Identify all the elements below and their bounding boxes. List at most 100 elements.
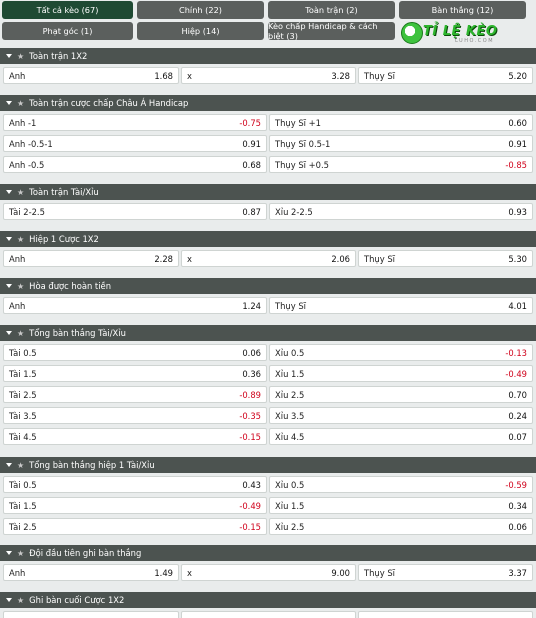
- odds-cell-home[interactable]: [3, 611, 179, 618]
- selection-label: Thụy Sĩ: [364, 253, 395, 264]
- odds-cell-draw[interactable]: x 2.06: [181, 250, 356, 267]
- odds-section: ★ Toàn trận cược chấp Châu Á Handicap Anh …: [0, 95, 536, 173]
- selection-label: Tài 2.5: [9, 389, 37, 400]
- odds-cell-away[interactable]: Xỉu 2.5 0.70: [269, 386, 533, 403]
- odds-section: ★ Tổng bàn thắng Tài/Xỉu Tài 0.5 0.06 Xỉu 0.…: [0, 325, 536, 445]
- tab-full-match[interactable]: Toàn trận (2): [268, 1, 395, 19]
- odds-value: -0.13: [505, 347, 527, 358]
- odds-cell-away[interactable]: Xỉu 4.5 0.07: [269, 428, 533, 445]
- odds-cell-draw[interactable]: [181, 611, 356, 618]
- star-icon[interactable]: ★: [17, 460, 25, 470]
- odds-cell-home[interactable]: Tài 4.5 -0.15: [3, 428, 267, 445]
- section-header[interactable]: ★ Ghi bàn cuối Cược 1X2: [0, 592, 536, 608]
- section-header[interactable]: ★ Hòa được hoàn tiền: [0, 278, 536, 294]
- caret-down-icon: [6, 101, 12, 105]
- star-icon[interactable]: ★: [17, 98, 25, 108]
- tab-handicap[interactable]: Kèo chấp Handicap & cách biệt (3): [268, 21, 395, 41]
- odds-cell-away[interactable]: Thụy Sĩ +1 0.60: [269, 114, 533, 131]
- odds-cell-away[interactable]: Thụy Sĩ +0.5 -0.85: [269, 156, 533, 173]
- selection-label: Tài 0.5: [9, 479, 37, 490]
- odds-value: 1.68: [154, 70, 173, 81]
- tab-main[interactable]: Chính (22): [137, 1, 264, 19]
- odds-section: ★ Hiệp 1 Cược 1X2 Anh 2.28 x 2.06 Thụy Sĩ 5.30: [0, 231, 536, 267]
- odds-value: -0.75: [239, 117, 261, 128]
- odds-cell-draw[interactable]: x 3.28: [181, 67, 356, 84]
- odds-cell-away[interactable]: Thụy Sĩ 0.5-1 0.91: [269, 135, 533, 152]
- tab-goals[interactable]: Bàn thắng (12): [399, 1, 526, 19]
- odds-cell-away[interactable]: Xỉu 2.5 0.06: [269, 518, 533, 535]
- odds-cell-home[interactable]: Anh 1.24: [3, 297, 267, 314]
- odds-cell-home[interactable]: Tài 0.5 0.43: [3, 476, 267, 493]
- odds-cell-home[interactable]: Tài 3.5 -0.35: [3, 407, 267, 424]
- selection-label: Xỉu 0.5: [275, 479, 305, 490]
- selection-label: Anh: [9, 253, 26, 264]
- selection-label: Thụy Sĩ +1: [275, 117, 322, 128]
- odds-cell-away[interactable]: Thụy Sĩ 5.30: [358, 250, 533, 267]
- odds-cell-away[interactable]: Xỉu 0.5 -0.59: [269, 476, 533, 493]
- odds-cell-away[interactable]: Xỉu 1.5 -0.49: [269, 365, 533, 382]
- odds-cell-home[interactable]: Tài 0.5 0.06: [3, 344, 267, 361]
- odds-cell-home[interactable]: Tài 2.5 -0.15: [3, 518, 267, 535]
- section-header[interactable]: ★ Toàn trận Tài/Xỉu: [0, 184, 536, 200]
- selection-label: Xỉu 1.5: [275, 500, 305, 511]
- odds-value: 5.30: [508, 253, 527, 264]
- odds-cell-away[interactable]: Thụy Sĩ 3.37: [358, 564, 533, 581]
- odds-cell-home[interactable]: Anh 2.28: [3, 250, 179, 267]
- selection-label: Tài 2.5: [9, 521, 37, 532]
- tab-corners[interactable]: Phạt góc (1): [2, 22, 133, 40]
- section-header[interactable]: ★ Đội đầu tiên ghi bàn thắng: [0, 545, 536, 561]
- star-icon[interactable]: ★: [17, 187, 25, 197]
- odds-cell-away[interactable]: Xỉu 0.5 -0.13: [269, 344, 533, 361]
- odds-value: 0.87: [242, 206, 261, 217]
- section-header[interactable]: ★ Toàn trận cược chấp Châu Á Handicap: [0, 95, 536, 111]
- odds-cell-home[interactable]: Anh 1.68: [3, 67, 179, 84]
- star-icon[interactable]: ★: [17, 595, 25, 605]
- odds-value: -0.15: [239, 431, 261, 442]
- odds-value: 5.20: [508, 70, 527, 81]
- odds-cell-away[interactable]: Xỉu 2-2.5 0.93: [269, 203, 533, 220]
- selection-label: Anh: [9, 300, 26, 311]
- selection-label: Xỉu 2-2.5: [275, 206, 313, 217]
- selection-label: Tài 2-2.5: [9, 206, 45, 217]
- odds-cell-away[interactable]: [358, 611, 533, 618]
- caret-down-icon: [6, 190, 12, 194]
- odds-cell-home[interactable]: Tài 1.5 0.36: [3, 365, 267, 382]
- section-header[interactable]: ★ Tổng bàn thắng hiệp 1 Tài/Xỉu: [0, 457, 536, 473]
- odds-cell-away[interactable]: Thụy Sĩ 5.20: [358, 67, 533, 84]
- odds-cell-away[interactable]: Thụy Sĩ 4.01: [269, 297, 533, 314]
- odds-cell-draw[interactable]: x 9.00: [181, 564, 356, 581]
- section-header[interactable]: ★ Tổng bàn thắng Tài/Xỉu: [0, 325, 536, 341]
- odds-cell-away[interactable]: Xỉu 1.5 0.34: [269, 497, 533, 514]
- star-icon[interactable]: ★: [17, 548, 25, 558]
- section-header[interactable]: ★ Toàn trận 1X2: [0, 48, 536, 64]
- odds-cell-home[interactable]: Tài 2.5 -0.89: [3, 386, 267, 403]
- selection-label: Anh: [9, 567, 26, 578]
- section-title: Tổng bàn thắng hiệp 1 Tài/Xỉu: [29, 460, 155, 470]
- odds-value: 4.01: [508, 300, 527, 311]
- selection-label: Anh -0.5: [9, 159, 45, 170]
- selection-label: Xỉu 3.5: [275, 410, 305, 421]
- odds-cell-home[interactable]: Tài 2-2.5 0.87: [3, 203, 267, 220]
- odds-value: -0.49: [239, 500, 261, 511]
- star-icon[interactable]: ★: [17, 51, 25, 61]
- odds-cell-away[interactable]: Xỉu 3.5 0.24: [269, 407, 533, 424]
- odds-section: ★ Tổng bàn thắng hiệp 1 Tài/Xỉu Tài 0.5 0.4…: [0, 457, 536, 535]
- odds-section: ★ Toàn trận Tài/Xỉu Tài 2-2.5 0.87 Xỉu 2-2.5…: [0, 184, 536, 220]
- star-icon[interactable]: ★: [17, 328, 25, 338]
- tab-halves[interactable]: Hiệp (14): [137, 22, 264, 40]
- section-header[interactable]: ★ Hiệp 1 Cược 1X2: [0, 231, 536, 247]
- star-icon[interactable]: ★: [17, 281, 25, 291]
- odds-value: 0.91: [242, 138, 261, 149]
- odds-cell-home[interactable]: Anh 1.49: [3, 564, 179, 581]
- odds-cell-home[interactable]: Anh -0.5 0.68: [3, 156, 267, 173]
- odds-cell-home[interactable]: Anh -1 -0.75: [3, 114, 267, 131]
- selection-label: Tài 1.5: [9, 368, 37, 379]
- odds-cell-home[interactable]: Tài 1.5 -0.49: [3, 497, 267, 514]
- selection-label: x: [187, 70, 192, 81]
- tab-all-markets[interactable]: Tất cả kèo (67): [2, 1, 133, 19]
- caret-down-icon: [6, 463, 12, 467]
- odds-cell-home[interactable]: Anh -0.5-1 0.91: [3, 135, 267, 152]
- star-icon[interactable]: ★: [17, 234, 25, 244]
- logo-subtext: LUHO.COM: [455, 38, 495, 44]
- odds-value: -0.59: [505, 479, 527, 490]
